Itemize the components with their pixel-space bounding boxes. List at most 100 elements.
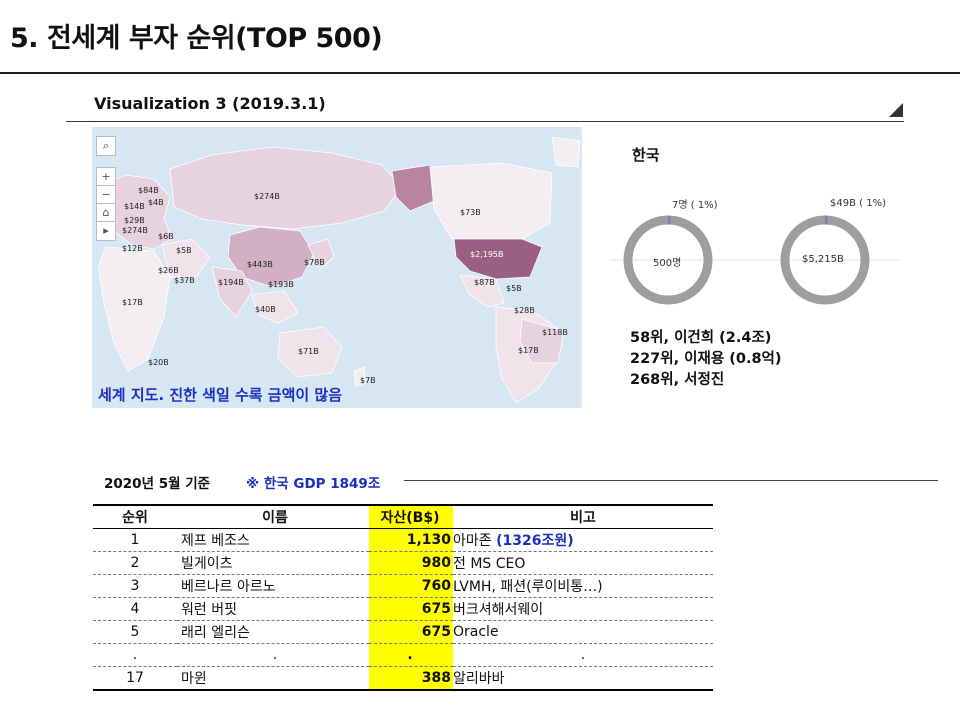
header-asset: 자산(B$) [369, 504, 453, 529]
cell-name: 빌게이츠 [177, 551, 369, 575]
map-label: $5B [506, 284, 522, 293]
cell-rank: 3 [93, 574, 177, 598]
map-caption: 세계 지도. 진한 색일 수록 금액이 많음 [98, 386, 343, 404]
cell-note: 알리바바 [453, 666, 713, 691]
map-label: $17B [518, 346, 539, 355]
cell-asset: 675 [369, 620, 453, 644]
cell-rank: 2 [93, 551, 177, 575]
map-label: $118B [542, 328, 568, 337]
cell-name: 베르나르 아르노 [177, 574, 369, 598]
korea-rich-list: 58위, 이건희 (2.4조) 227위, 이재용 (0.8억) 268위, 서… [630, 328, 782, 391]
people-donut-label: 7명 ( 1%) [672, 200, 718, 211]
basis-divider [404, 480, 938, 481]
region-southeast-asia [251, 290, 299, 324]
cell-asset: 1,130 [369, 528, 453, 552]
cell-rank: 1 [93, 528, 177, 552]
map-label: $37B [174, 276, 195, 285]
header-name: 이름 [177, 504, 369, 529]
gdp-note: ※ 한국 GDP 1849조 [246, 476, 381, 492]
region-usa [453, 238, 543, 280]
region-middle-east [161, 238, 211, 278]
map-label: $193B [268, 280, 294, 289]
table-row: 17 마윈 388 알리바바 [93, 666, 713, 691]
map-label: $71B [298, 347, 319, 356]
region-alaska [391, 164, 435, 212]
cell-rank: 17 [93, 666, 177, 691]
corner-triangle-icon [889, 103, 903, 117]
cell-note: LVMH, 패션(루이비통…) [453, 574, 713, 598]
table-header-row: 순위 이름 자산(B$) 비고 [93, 504, 713, 529]
map-label: $78B [304, 258, 325, 267]
table-row: 4 워런 버핏 675 버크셔해서웨이 [93, 597, 713, 621]
cell-rank: 4 [93, 597, 177, 621]
map-label: $12B [122, 244, 143, 253]
map-label: $17B [122, 298, 143, 307]
map-zoom-out-button[interactable]: − [96, 185, 116, 205]
table-row: 5 래리 엘리슨 675 Oracle [93, 620, 713, 644]
table-row: 2 빌게이츠 980 전 MS CEO [93, 551, 713, 575]
assets-donut-label: $49B ( 1%) [830, 198, 886, 209]
map-label: $20B [148, 358, 169, 367]
header-note: 비고 [453, 504, 713, 529]
people-donut-center: 500명 [653, 258, 682, 269]
map-label: $194B [218, 278, 244, 287]
cell-asset: . [369, 643, 453, 667]
cell-asset: 675 [369, 597, 453, 621]
region-canada [429, 162, 553, 240]
cell-note: Oracle [453, 620, 713, 644]
map-label: $274B [254, 192, 280, 201]
table-row: 1 제프 베조스 1,130 아마존 (1326조원) [93, 528, 713, 552]
region-china [227, 226, 315, 288]
cell-name: 마윈 [177, 666, 369, 691]
map-label: $28B [514, 306, 535, 315]
cell-name: 워런 버핏 [177, 597, 369, 621]
cell-name: 제프 베조스 [177, 528, 369, 552]
region-india [211, 266, 253, 318]
cell-name: 래리 엘리슨 [177, 620, 369, 644]
map-search-icon[interactable]: ⌕ [96, 136, 116, 156]
region-australia [277, 326, 343, 378]
map-label: $14B [124, 202, 145, 211]
page-title: 5. 전세계 부자 순위(TOP 500) [10, 23, 383, 54]
cell-note: 버크셔해서웨이 [453, 597, 713, 621]
map-label: $73B [460, 208, 481, 217]
cell-name: . [177, 643, 369, 667]
cell-rank: 5 [93, 620, 177, 644]
korea-rich-item: 227위, 이재용 (0.8억) [630, 351, 782, 367]
region-greenland [551, 136, 581, 168]
cell-rank: . [93, 643, 177, 667]
map-label: $7B [360, 376, 376, 385]
region-mexico [459, 274, 505, 308]
header-rank: 순위 [93, 504, 177, 529]
table-row: . . . . [93, 643, 713, 667]
world-map-svg: $274B $73B $2,195B $443B $78B $194B $193… [97, 136, 581, 404]
rich-ranking-table: 순위 이름 자산(B$) 비고 1 제프 베조스 1,130 아마존 (1326… [93, 504, 713, 691]
map-label: $87B [474, 278, 495, 287]
region-africa [97, 246, 171, 372]
map-label: $6B [158, 232, 174, 241]
map-zoom-in-button[interactable]: + [96, 167, 116, 187]
viz-title: Visualization 3 (2019.3.1) [94, 94, 326, 113]
map-label: $29B [124, 216, 145, 225]
region-russia [169, 146, 403, 230]
region-east-asia [307, 238, 335, 270]
cell-note: 아마존 (1326조원) [453, 528, 713, 552]
cell-asset: 760 [369, 574, 453, 598]
region-new-zealand [353, 366, 367, 388]
world-map[interactable]: $274B $73B $2,195B $443B $78B $194B $193… [92, 127, 582, 408]
korea-rich-item: 268위, 서정진 [630, 372, 725, 388]
map-label: $2,195B [470, 250, 503, 259]
cell-asset: 388 [369, 666, 453, 691]
region-brazil [519, 318, 565, 364]
table-basis-date: 2020년 5월 기준 [104, 476, 211, 492]
map-home-icon[interactable]: ⌂ [96, 203, 116, 223]
title-divider [0, 72, 960, 74]
note-text: 아마존 [453, 533, 497, 549]
map-label: $274B [122, 226, 148, 235]
map-pan-icon[interactable]: ▸ [96, 221, 116, 241]
map-label: $84B [138, 186, 159, 195]
table-row: 3 베르나르 아르노 760 LVMH, 패션(루이비통…) [93, 574, 713, 598]
map-label: $4B [148, 198, 164, 207]
map-label: $443B [247, 260, 273, 269]
map-label: $40B [255, 305, 276, 314]
